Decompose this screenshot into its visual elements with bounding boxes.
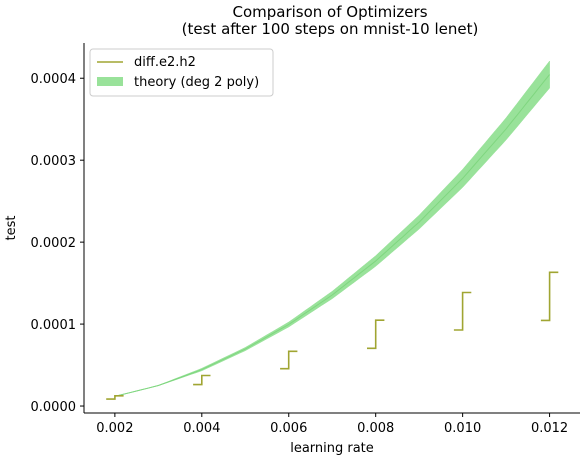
y-axis-label: test xyxy=(4,216,19,241)
x-tick-label: 0.006 xyxy=(270,421,307,436)
legend: diff.e2.h2 theory (deg 2 poly) xyxy=(89,48,274,97)
chart-subtitle: (test after 100 steps on mnist-10 lenet) xyxy=(182,20,479,38)
diff-step-5 xyxy=(453,291,472,331)
diff-step-6 xyxy=(540,271,559,322)
x-tick-label: 0.004 xyxy=(183,421,220,436)
y-tick-label: 0.0003 xyxy=(31,154,77,169)
legend-frame xyxy=(89,48,274,97)
legend-label-diff: diff.e2.h2 xyxy=(134,55,196,70)
theory-line xyxy=(114,74,550,397)
y-tick-label: 0.0002 xyxy=(31,236,77,251)
legend-label-theory: theory (deg 2 poly) xyxy=(134,75,259,90)
diff-step-3 xyxy=(280,350,298,370)
x-tick-label: 0.012 xyxy=(531,421,568,436)
x-tick-label: 0.008 xyxy=(357,421,394,436)
y-tick-label: 0.0000 xyxy=(31,400,77,415)
legend-swatch-theory xyxy=(97,77,123,86)
x-axis-label: learning rate xyxy=(290,441,374,456)
y-tick-label: 0.0001 xyxy=(31,318,77,333)
x-tick-label: 0.010 xyxy=(444,421,481,436)
y-tick-label: 0.0004 xyxy=(31,72,77,87)
diff-step-1 xyxy=(106,394,124,400)
x-tick-label: 0.002 xyxy=(96,421,133,436)
diff-step-2 xyxy=(193,374,211,386)
diff-step-4 xyxy=(367,319,385,350)
theory-band xyxy=(114,60,550,397)
chart-title: Comparison of Optimizers xyxy=(232,3,427,21)
